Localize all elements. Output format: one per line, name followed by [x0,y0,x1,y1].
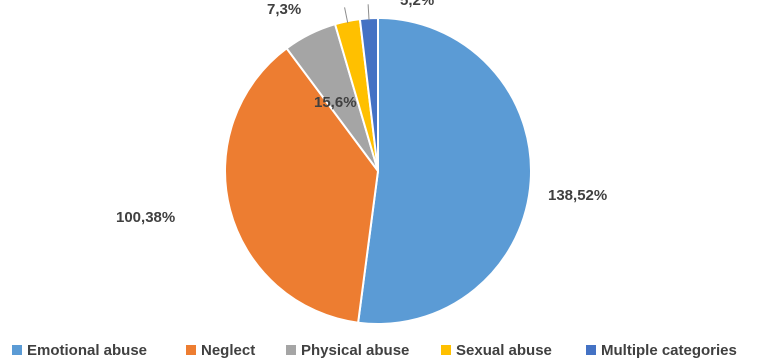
legend-swatch-physical-abuse [286,345,296,355]
legend-label-multiple-categories: Multiple categories [601,342,737,359]
legend-item-neglect: Neglect [186,342,255,359]
legend-label-sexual-abuse: Sexual abuse [456,342,552,359]
leader-lines [344,4,370,24]
legend-label-physical-abuse: Physical abuse [301,342,409,359]
legend-swatch-emotional-abuse [12,345,22,355]
data-labels: 138,52% 100,38% 15,6% 7,3% 5,2% [116,0,607,226]
legend-swatch-sexual-abuse [441,345,451,355]
leader-line-sexual-abuse [344,7,349,24]
legend: Emotional abuse Neglect Physical abuse S… [12,342,737,359]
slice-neglect [224,46,380,324]
data-label-emotional-abuse: 138,52% [548,187,607,204]
legend-swatch-neglect [186,345,196,355]
data-label-sexual-abuse: 7,3% [267,1,301,18]
data-label-physical-abuse: 15,6% [314,94,357,111]
legend-item-sexual-abuse: Sexual abuse [441,342,552,359]
legend-label-emotional-abuse: Emotional abuse [27,342,147,359]
legend-item-emotional-abuse: Emotional abuse [12,342,147,359]
legend-item-multiple-categories: Multiple categories [586,342,737,359]
legend-label-neglect: Neglect [201,342,255,359]
legend-swatch-multiple-categories [586,345,596,355]
pie-slices [224,16,532,325]
data-label-multiple-categories: 5,2% [400,0,434,9]
leader-line-multiple-categories [367,4,370,21]
legend-item-physical-abuse: Physical abuse [286,342,409,359]
slice-emotional-abuse [356,16,532,325]
data-label-neglect: 100,38% [116,209,175,226]
